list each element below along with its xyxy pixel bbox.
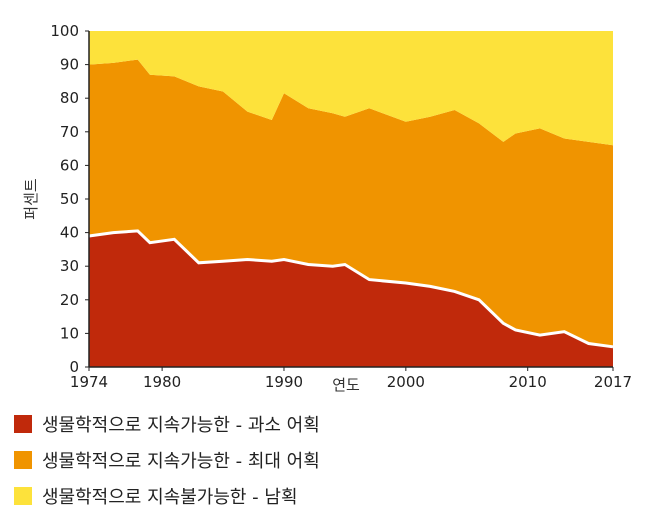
x-tick-label: 2010 [509, 373, 547, 391]
legend-label: 생물학적으로 지속가능한 - 과소 어획 [42, 415, 320, 436]
area-series-0 [89, 230, 613, 367]
y-tick-label: 80 [60, 89, 79, 107]
legend-item-underfished: 생물학적으로 지속가능한 - 과소 어획 [14, 406, 320, 442]
legend-label: 생물학적으로 지속가능한 - 최대 어획 [42, 451, 320, 472]
x-tick-label: 1980 [143, 373, 181, 391]
y-tick-label: 0 [69, 358, 79, 376]
legend-item-overfished: 생물학적으로 지속불가능한 - 남획 [14, 478, 320, 514]
y-tick-label: 100 [50, 22, 79, 40]
y-tick-label: 40 [60, 224, 79, 242]
y-tick-label: 60 [60, 156, 79, 174]
x-tick-label: 1990 [265, 373, 303, 391]
x-tick-label: 2017 [594, 373, 632, 391]
y-tick-label: 10 [60, 324, 79, 342]
chart-legend: 생물학적으로 지속가능한 - 과소 어획 생물학적으로 지속가능한 - 최대 어… [14, 406, 320, 514]
y-axis-label: 퍼센트 [22, 178, 40, 220]
chart-areas [89, 31, 613, 367]
legend-swatch [14, 487, 32, 505]
y-tick-labels: 0 10 20 30 40 50 60 70 80 90 100 [50, 22, 89, 376]
y-tick-label: 50 [60, 190, 79, 208]
legend-swatch [14, 415, 32, 433]
area-series-2 [89, 31, 613, 146]
legend-label: 생물학적으로 지속불가능한 - 남획 [42, 487, 298, 508]
boundary-line [88, 229, 614, 349]
legend-swatch [14, 451, 32, 469]
x-axis-label: 연도 [332, 376, 360, 394]
area-series-1 [89, 59, 613, 347]
y-tick-label: 20 [60, 291, 79, 309]
y-tick-label: 30 [60, 257, 79, 275]
y-tick-label: 90 [60, 56, 79, 74]
x-tick-label: 2000 [387, 373, 425, 391]
series-boundary-lines [88, 229, 614, 349]
x-tick-labels: 1974 1980 1990 2000 2010 2017 [70, 367, 632, 391]
x-tick-label: 1974 [70, 373, 108, 391]
legend-item-max-fished: 생물학적으로 지속가능한 - 최대 어획 [14, 442, 320, 478]
y-tick-label: 70 [60, 123, 79, 141]
